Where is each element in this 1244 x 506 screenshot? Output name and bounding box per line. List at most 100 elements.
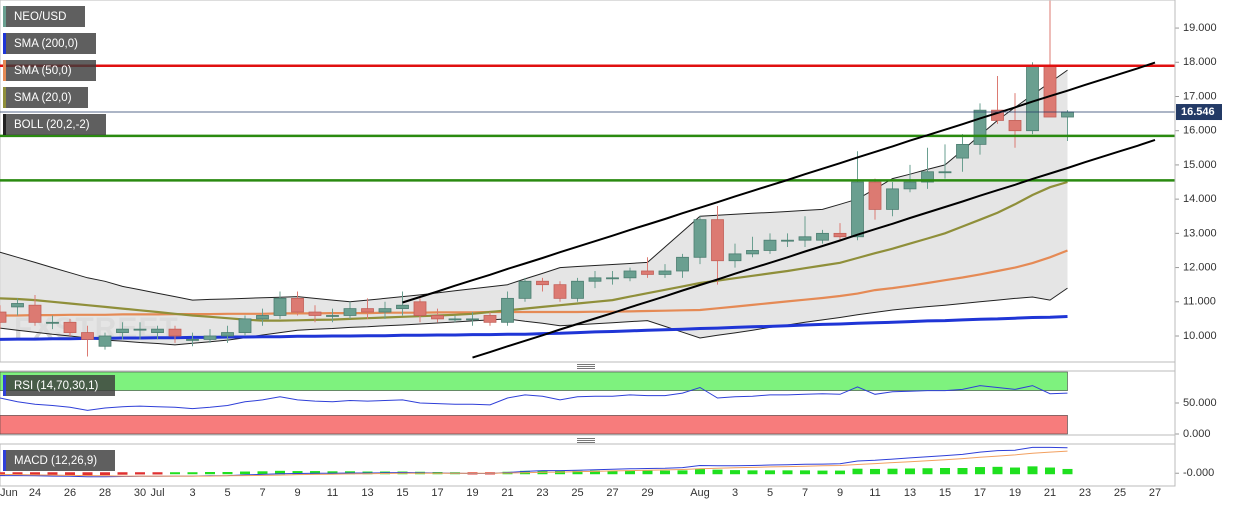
y-tick-label: 50.000 xyxy=(1183,397,1217,409)
histogram-bar xyxy=(957,468,968,475)
candle-body xyxy=(1061,111,1074,118)
price-label-box xyxy=(1176,104,1222,121)
histogram-bar xyxy=(1045,467,1055,475)
candle-body xyxy=(728,253,742,262)
legend-box xyxy=(3,114,106,135)
resize-handle[interactable] xyxy=(577,364,595,369)
histogram-bar xyxy=(765,470,775,475)
price-label: 16.546 xyxy=(1181,106,1215,118)
y-tick-label: 15.000 xyxy=(1183,159,1217,171)
x-tick-label: 11 xyxy=(869,487,880,499)
resize-handle[interactable] xyxy=(577,438,595,443)
histogram-bar xyxy=(100,472,110,476)
rsi-line xyxy=(0,385,1068,411)
legend-item: SMA (20,0) xyxy=(3,87,88,108)
y-tick-label: 12.000 xyxy=(1183,261,1217,273)
histogram-bar xyxy=(12,472,23,476)
candle-body xyxy=(308,311,322,316)
candle-body xyxy=(641,270,654,275)
candle-body xyxy=(291,297,304,313)
x-tick-label: 5 xyxy=(767,487,773,499)
legend-label: MACD (12,26,9) xyxy=(14,455,97,467)
x-tick-label: 24 xyxy=(29,487,41,499)
y-tick-label: 17.000 xyxy=(1183,90,1217,102)
candle-body xyxy=(903,181,917,190)
histogram-bar xyxy=(152,472,163,475)
histogram-bar xyxy=(1027,466,1038,475)
x-tick-label: 17 xyxy=(431,487,443,499)
histogram-bar xyxy=(1010,467,1020,475)
y-tick-label: 18.000 xyxy=(1183,56,1217,68)
bollinger-lower xyxy=(0,287,1068,346)
legend-item: RSI (14,70,30,1) xyxy=(3,375,115,396)
x-tick-label: 9 xyxy=(837,487,843,499)
legend-item: SMA (200,0) xyxy=(3,33,96,54)
x-tick-label: 25 xyxy=(571,487,583,499)
x-tick-label: 15 xyxy=(939,487,951,499)
candle-body xyxy=(0,311,7,323)
trendline xyxy=(472,138,1156,359)
y-tick-label: 0.000 xyxy=(1183,428,1211,440)
legend-box xyxy=(3,33,96,54)
x-tick-label: 15 xyxy=(396,487,408,499)
candle-body xyxy=(868,181,882,210)
x-tick-label: 11 xyxy=(327,487,338,499)
candle-body xyxy=(203,335,217,340)
candle-body xyxy=(81,332,94,340)
candle-body xyxy=(606,277,619,280)
legend-box xyxy=(3,87,88,108)
histogram-bar xyxy=(572,470,583,475)
x-tick-label: 25 xyxy=(1114,487,1126,499)
candle-body xyxy=(396,304,409,310)
histogram-bar xyxy=(257,471,268,475)
candle-body xyxy=(133,328,147,331)
x-tick-label: 23 xyxy=(536,487,548,499)
candle-body xyxy=(833,232,847,238)
candle-body xyxy=(151,328,164,333)
candle-body xyxy=(1026,65,1039,132)
x-tick-label: 29 xyxy=(641,487,653,499)
candle-body xyxy=(413,301,427,316)
x-tick-label: Jul xyxy=(150,487,164,499)
histogram-bar xyxy=(852,468,863,475)
candle-body xyxy=(921,171,934,183)
legend-box xyxy=(3,6,85,27)
histogram-bar xyxy=(30,472,40,476)
histogram-bar xyxy=(905,468,915,475)
x-tick-label: 30 xyxy=(134,487,146,499)
candle-body xyxy=(851,181,864,238)
x-tick-label: 21 xyxy=(1044,487,1056,499)
candle-body xyxy=(46,321,59,324)
x-tick-label: 7 xyxy=(802,487,808,499)
x-tick-label: 27 xyxy=(606,487,618,499)
histogram-bar xyxy=(870,468,880,475)
y-tick-label: 13.000 xyxy=(1183,227,1217,239)
histogram-bar xyxy=(800,470,810,475)
histogram-bar xyxy=(275,470,285,475)
histogram-bar xyxy=(975,467,985,475)
histogram-bar xyxy=(940,468,950,475)
histogram-bar xyxy=(65,472,75,476)
candle-body xyxy=(343,308,357,316)
histogram-bar xyxy=(730,470,740,475)
histogram-bar xyxy=(992,466,1003,475)
candle-body xyxy=(553,284,567,299)
candle-body xyxy=(273,297,287,316)
candle-body xyxy=(798,236,812,241)
legend-swatch xyxy=(3,33,6,54)
x-tick-label: 28 xyxy=(99,487,111,499)
histogram-bar xyxy=(0,472,5,476)
x-tick-label: 7 xyxy=(259,487,265,499)
histogram-bar xyxy=(712,469,723,475)
candle-body xyxy=(186,339,199,341)
candle-body xyxy=(378,308,392,313)
x-tick-label: Aug xyxy=(690,487,710,499)
legend-label: SMA (20,0) xyxy=(14,92,72,104)
candle-body xyxy=(256,315,269,320)
y-tick-label: 14.000 xyxy=(1183,193,1217,205)
legend-swatch xyxy=(3,450,6,471)
candle-body xyxy=(1043,65,1057,118)
histogram-bar xyxy=(817,470,828,475)
candle-body xyxy=(746,250,759,255)
